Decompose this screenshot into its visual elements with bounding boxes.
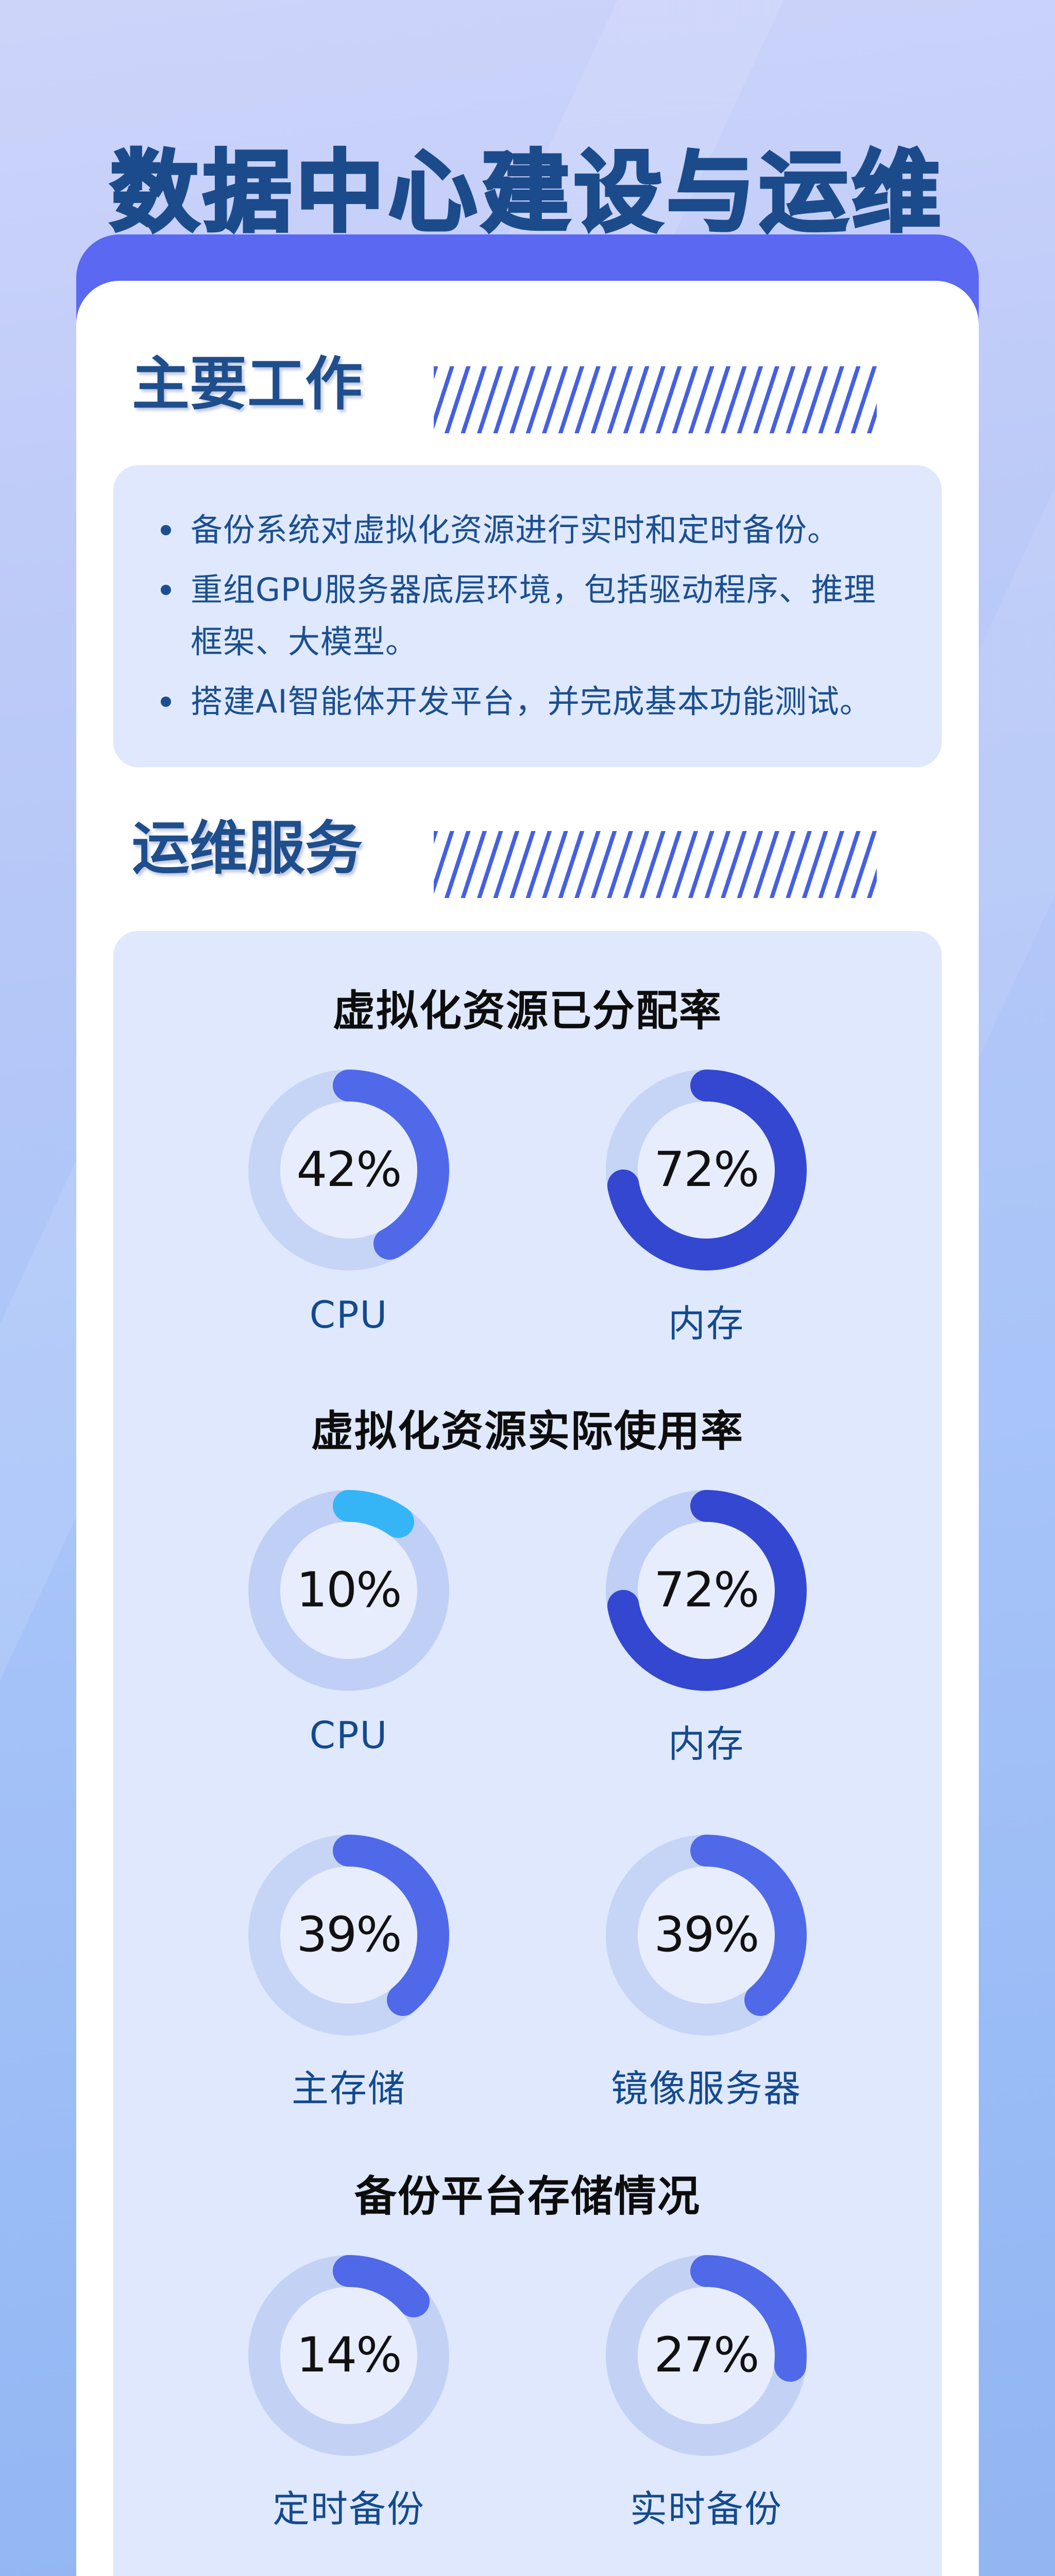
bullet-dot: [161, 697, 171, 707]
donut-chart-cpu-allocated: 42%: [248, 1069, 449, 1270]
donut-row: 14% 定时备份 27% 实时备份: [113, 2238, 942, 2533]
donut-cap-start: [690, 1834, 722, 1867]
donut-cell: 27% 实时备份: [572, 2238, 840, 2533]
ops-service-heading-row: 运维服务: [104, 786, 942, 898]
donut-cap-start: [333, 1069, 365, 1101]
donut-percent: 72%: [654, 1562, 760, 1619]
bullet-text: 备份系统对虚拟化资源进行实时和定时备份。: [191, 511, 840, 549]
donut-percent: 39%: [296, 1907, 402, 1963]
page-title: 数据中心建设与运维: [109, 139, 945, 246]
donut-cap-end: [607, 1170, 639, 1202]
donut-cell: 72% 内存: [572, 1052, 840, 1347]
donut-hole: 72%: [638, 1521, 775, 1659]
donut-label: 内存: [668, 1301, 744, 1345]
donut-chart-main-storage: 39%: [248, 1834, 449, 2036]
donut-cell: 39% 主存储: [215, 1817, 483, 2112]
donut-row: 39% 主存储 39% 镜像服务器: [113, 1817, 942, 2112]
donut-label: CPU: [309, 1713, 388, 1757]
donut-hole: 27%: [638, 2286, 775, 2424]
slash-decoration: [434, 366, 877, 433]
donut-hole: 39%: [280, 1866, 417, 2004]
donut-cap-end: [382, 1506, 415, 1538]
donut-percent: 42%: [296, 1142, 402, 1198]
donut-label: 内存: [668, 1722, 744, 1766]
donut-chart-mirror-server: 39%: [606, 1834, 807, 2036]
donut-chart-scheduled-backup: 14%: [248, 2255, 449, 2456]
donut-cap-start: [690, 2255, 722, 2287]
donut-row: 10% CPU 72% 内存: [113, 1472, 942, 1768]
donut-label: 定时备份: [272, 2487, 425, 2531]
chart-title: 备份平台存储情况: [354, 2172, 701, 2221]
donut-cell: 42% CPU: [215, 1052, 483, 1347]
chart-title: 虚拟化资源实际使用率: [311, 1406, 744, 1456]
donut-cap-end: [386, 1984, 419, 2016]
donut-label: CPU: [309, 1293, 388, 1336]
donut-cell: 72% 内存: [572, 1472, 840, 1768]
donut-cell: 14% 定时备份: [215, 2238, 483, 2533]
donut-cell: 10% CPU: [215, 1472, 483, 1768]
donut-hole: 72%: [638, 1101, 775, 1239]
bullet-dot: [161, 525, 171, 535]
donut-percent: 39%: [654, 1907, 760, 1963]
bullet-item: 备份系统对虚拟化资源进行实时和定时备份。: [159, 504, 896, 556]
slash-decoration: [434, 831, 877, 898]
donut-cap-end: [373, 1228, 405, 1260]
donut-cap-start: [333, 2255, 365, 2287]
donut-cap-end: [774, 2350, 806, 2382]
donut-percent: 72%: [654, 1142, 760, 1198]
bullet-item: 重组GPU服务器底层环境，包括驱动程序、推理框架、大模型。: [159, 564, 896, 668]
donut-hole: 14%: [280, 2286, 417, 2424]
charts-panel: 虚拟化资源已分配率 42% CPU: [113, 930, 942, 2576]
bullet-dot: [161, 585, 171, 596]
donut-label: 主存储: [291, 2066, 406, 2110]
donut-percent: 10%: [296, 1562, 402, 1619]
donut-row: 42% CPU 72% 内存: [113, 1052, 942, 1347]
donut-cap-end: [744, 1984, 776, 2016]
bullet-item: 搭建AI智能体开发平台，并完成基本功能测试。: [159, 676, 896, 727]
main-work-heading: 主要工作: [104, 350, 398, 428]
donut-cap-start: [333, 1834, 365, 1867]
ops-service-heading: 运维服务: [104, 814, 398, 892]
main-work-heading-row: 主要工作: [104, 321, 942, 433]
donut-percent: 27%: [654, 2327, 760, 2384]
donut-hole: 42%: [280, 1101, 417, 1239]
donut-cap-end: [607, 1590, 639, 1622]
donut-chart-realtime-backup: 27%: [606, 2255, 807, 2456]
donut-cap-start: [690, 1069, 722, 1101]
donut-chart-cpu-used: 10%: [248, 1489, 449, 1691]
donut-cap-start: [333, 1489, 365, 1522]
donut-cap-start: [690, 1489, 722, 1522]
donut-cap-end: [398, 2285, 430, 2318]
donut-hole: 10%: [280, 1521, 417, 1659]
content-card: 主要工作 备份系统对虚拟化资源进行实时和定时备份。 重组GPU服务器底层环境，包…: [76, 281, 979, 2576]
donut-chart-memory-used: 72%: [606, 1489, 807, 1691]
donut-label: 镜像服务器: [610, 2066, 802, 2110]
main-work-panel: 备份系统对虚拟化资源进行实时和定时备份。 重组GPU服务器底层环境，包括驱动程序…: [113, 465, 942, 767]
donut-label: 实时备份: [629, 2487, 782, 2531]
donut-cell: 39% 镜像服务器: [572, 1817, 840, 2112]
donut-chart-memory-allocated: 72%: [606, 1069, 807, 1270]
chart-title: 虚拟化资源已分配率: [332, 986, 722, 1036]
donut-hole: 39%: [638, 1866, 775, 2004]
bullet-text: 搭建AI智能体开发平台，并完成基本功能测试。: [191, 683, 872, 721]
donut-percent: 14%: [296, 2327, 402, 2384]
bullet-text: 重组GPU服务器底层环境，包括驱动程序、推理框架、大模型。: [191, 571, 876, 660]
